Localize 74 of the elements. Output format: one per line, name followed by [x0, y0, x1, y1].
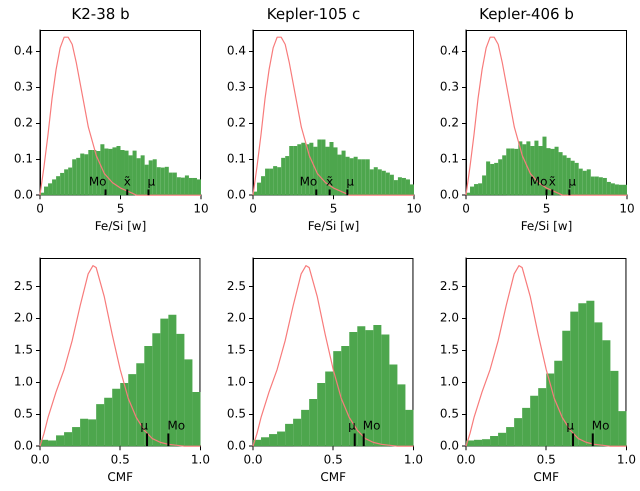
y-tick-label: 0.4 — [226, 44, 246, 58]
x-tick-label: 0 — [249, 202, 257, 216]
y-tick-label: 0.1 — [14, 151, 33, 166]
y-tick-label: 2.5 — [226, 278, 246, 293]
x-tick-label: 10 — [193, 202, 209, 216]
x-tick-label: 0 — [462, 202, 470, 216]
x-axis-title: CMF — [107, 470, 134, 484]
x-tick-label: 1.0 — [404, 452, 424, 467]
x-tick-label: 0.5 — [324, 452, 343, 467]
chart-title: Kepler-406 b — [479, 4, 574, 23]
y-tick-label: 0.0 — [14, 187, 33, 202]
y-tick-label: 0.5 — [226, 406, 246, 420]
annotation: μ — [346, 174, 354, 189]
x-axis-title: CMF — [533, 470, 560, 484]
x-tick-label: 5 — [116, 202, 124, 216]
y-tick-label: 0.0 — [226, 187, 246, 202]
y-tick-label: 0.1 — [226, 151, 246, 166]
y-tick-label: 1.0 — [14, 374, 33, 389]
x-tick-label: 5 — [330, 202, 338, 216]
y-tick-label: 1.5 — [226, 342, 246, 357]
chart-title: Kepler-105 c — [266, 4, 360, 23]
x-tick-label: 10 — [619, 202, 635, 216]
x-tick-label: 0.0 — [456, 452, 476, 467]
annotation: Mo — [592, 418, 610, 433]
y-tick-label: 0.0 — [440, 438, 459, 452]
chart-title: K2-38 b — [71, 4, 130, 23]
x-axis-title: CMF — [320, 470, 346, 484]
y-tick-label: 0.0 — [14, 438, 33, 452]
x-tick-label: 0.0 — [30, 452, 50, 467]
x-tick-label: 0.5 — [536, 452, 556, 467]
annotation: μ — [566, 418, 574, 433]
y-tick-label: 0.3 — [440, 80, 459, 94]
x-tick-label: 1.0 — [616, 452, 636, 467]
y-tick-label: 0.1 — [440, 151, 459, 166]
y-tick-label: 0.5 — [14, 406, 33, 420]
y-tick-label: 2.0 — [226, 310, 246, 325]
y-tick-label: 0.2 — [440, 116, 459, 130]
annotation: Mo — [167, 418, 186, 433]
x-tick-label: 1.0 — [190, 452, 210, 467]
annotation: Mo — [300, 174, 318, 189]
y-tick-label: 0.0 — [226, 438, 246, 452]
y-tick-label: 0.2 — [226, 116, 246, 130]
annotation: Mo — [88, 174, 107, 189]
y-tick-label: 0.3 — [14, 80, 33, 94]
y-tick-label: 1.0 — [440, 374, 459, 389]
x-tick-label: 10 — [406, 202, 422, 216]
y-tick-label: 0.3 — [226, 80, 246, 94]
annotation: μ — [568, 174, 576, 189]
annotation: x̃ — [548, 174, 556, 189]
annotation: μ — [148, 174, 156, 189]
y-tick-label: 0.4 — [14, 44, 33, 58]
y-tick-label: 0.0 — [440, 187, 459, 202]
y-tick-label: 2.0 — [440, 310, 459, 325]
x-axis-title: Fe/Si [w] — [520, 218, 572, 233]
y-tick-label: 0.5 — [440, 406, 459, 420]
x-axis-title: Fe/Si [w] — [94, 218, 146, 233]
x-tick-label: 0.0 — [243, 452, 263, 467]
annotation: x̃ — [326, 174, 334, 189]
annotation: μ — [348, 418, 356, 433]
x-axis-title: Fe/Si [w] — [308, 218, 360, 233]
y-tick-label: 0.4 — [440, 44, 459, 58]
y-tick-label: 1.5 — [14, 342, 33, 357]
annotation: Mo — [362, 418, 380, 433]
y-tick-label: 2.0 — [14, 310, 33, 325]
y-tick-label: 1.5 — [440, 342, 459, 357]
annotation: x̃ — [124, 174, 131, 189]
y-tick-label: 2.5 — [440, 278, 459, 293]
x-tick-label: 0.5 — [110, 452, 130, 467]
x-tick-label: 0 — [36, 202, 44, 216]
y-tick-label: 0.2 — [14, 116, 33, 130]
x-tick-label: 5 — [542, 202, 550, 216]
y-tick-label: 1.0 — [226, 374, 246, 389]
annotation: μ — [140, 418, 148, 433]
y-tick-label: 2.5 — [14, 278, 33, 293]
